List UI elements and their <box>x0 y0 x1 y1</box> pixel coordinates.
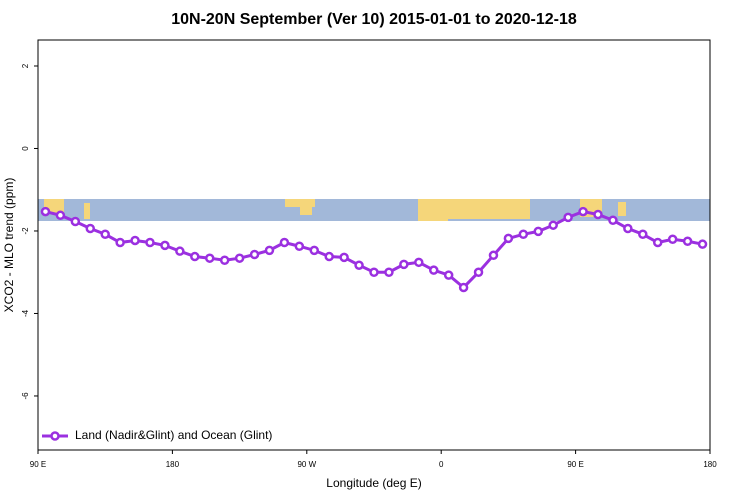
x-tick-label: 90 E <box>567 460 583 469</box>
plot-frame <box>37 39 711 451</box>
point <box>443 270 454 280</box>
legend-marker <box>50 431 60 441</box>
y-axis-label: XCO2 - MLO trend (ppm) <box>2 178 16 313</box>
point <box>578 206 588 217</box>
point <box>264 245 275 256</box>
x-tick-label: 0 <box>439 460 444 469</box>
point <box>369 267 379 277</box>
y-tick-label: 0 <box>21 146 30 151</box>
point <box>40 206 51 217</box>
point <box>160 240 170 251</box>
point <box>249 249 260 260</box>
point <box>145 237 155 248</box>
point <box>608 215 618 226</box>
point <box>414 257 424 268</box>
point <box>279 237 290 248</box>
point <box>324 251 334 262</box>
x-tick-label: 90 E <box>30 460 46 469</box>
point <box>638 229 648 240</box>
point <box>384 267 394 277</box>
point <box>85 223 96 234</box>
y-tick-label: 2 <box>21 63 30 68</box>
point <box>593 209 603 220</box>
point <box>473 267 484 277</box>
point <box>55 210 66 221</box>
point <box>533 226 544 237</box>
point <box>488 250 499 261</box>
point <box>190 251 200 262</box>
point <box>563 212 573 223</box>
point <box>309 245 320 256</box>
x-tick-label: 180 <box>166 460 180 469</box>
point <box>100 229 110 240</box>
y-tick-label: -6 <box>21 392 30 400</box>
point <box>354 260 364 270</box>
point <box>623 223 633 234</box>
y-tick-label: -2 <box>21 227 30 235</box>
x-tick-label: 90 W <box>297 460 316 469</box>
map-strip <box>38 199 710 221</box>
x-axis-label: Longitude (deg E) <box>326 476 421 490</box>
point <box>175 246 185 256</box>
x-tick-label: 180 <box>703 460 717 469</box>
point <box>204 253 215 263</box>
point <box>70 216 81 227</box>
point <box>503 233 514 244</box>
point <box>399 259 409 270</box>
point <box>294 241 305 251</box>
point <box>682 236 693 247</box>
point <box>339 252 349 263</box>
point <box>458 282 469 293</box>
point <box>518 229 529 240</box>
chart-title: 10N-20N September (Ver 10) 2015-01-01 to… <box>171 11 577 28</box>
point <box>115 237 125 248</box>
point <box>219 255 230 266</box>
point <box>697 239 708 249</box>
point <box>548 220 558 230</box>
point <box>130 235 140 246</box>
point <box>234 253 245 263</box>
point <box>667 234 678 244</box>
point <box>428 265 439 275</box>
point <box>652 237 663 248</box>
legend-label: Land (Nadir&Glint) and Ocean (Glint) <box>75 428 272 442</box>
y-tick-label: -4 <box>21 309 30 317</box>
